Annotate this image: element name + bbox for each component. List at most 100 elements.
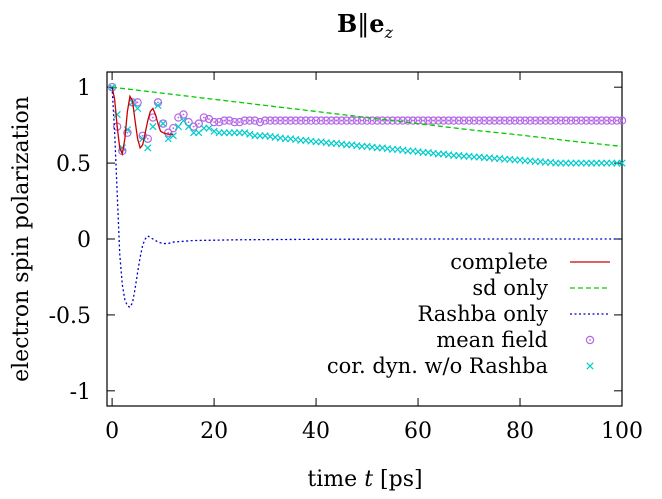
x-marker: [205, 124, 213, 132]
circle-marker-dot: [172, 127, 175, 130]
circle-marker-dot: [417, 119, 419, 122]
circle-marker-dot: [335, 119, 338, 122]
circle-marker: [536, 116, 545, 125]
circle-marker: [449, 116, 458, 125]
circle-marker: [520, 116, 530, 125]
circle-marker-dot: [514, 119, 516, 122]
circle-marker: [607, 116, 617, 125]
circle-marker-dot: [248, 119, 251, 122]
circle-marker-dot: [396, 119, 399, 122]
circle-marker: [424, 116, 433, 125]
circle-marker-dot: [151, 116, 154, 119]
circle-marker-dot: [330, 119, 333, 122]
title-sub: z: [384, 23, 394, 42]
x-marker: [241, 129, 249, 137]
x-marker: [618, 159, 626, 167]
circle-marker-dot: [524, 119, 527, 122]
circle-marker-dot: [208, 118, 210, 120]
x-marker: [246, 130, 254, 138]
title-main: B: [337, 9, 357, 38]
circle-marker-dot: [182, 113, 185, 116]
circle-marker: [179, 110, 188, 119]
x-tick-label: 0: [105, 419, 119, 444]
circle-marker: [306, 116, 316, 125]
y-tick-label: -0.5: [49, 304, 91, 329]
circle-marker: [398, 116, 407, 125]
circle-marker-dot: [213, 121, 215, 123]
circle-marker-dot: [488, 119, 491, 122]
x-marker: [113, 110, 121, 119]
circle-marker: [480, 116, 489, 125]
circle-marker: [271, 116, 280, 125]
circle-marker-dot: [289, 119, 292, 122]
circle-marker-dot: [228, 119, 231, 122]
circle-marker: [199, 113, 209, 122]
circle-marker-dot: [141, 134, 144, 137]
circle-marker-dot: [197, 122, 200, 125]
circle-marker-dot: [355, 119, 358, 122]
circle-marker-dot: [157, 101, 159, 104]
circle-marker-dot: [340, 119, 343, 122]
circle-marker-dot: [177, 116, 180, 119]
x-marker: [164, 135, 172, 143]
circle-marker: [469, 116, 479, 125]
circle-marker: [332, 116, 341, 125]
circle-marker-dot: [575, 119, 578, 122]
circle-marker-dot: [616, 119, 618, 122]
circle-marker: [291, 116, 300, 125]
x-marker: [159, 119, 167, 128]
circle-marker: [592, 116, 601, 125]
circle-marker: [194, 119, 203, 128]
x-marker: [144, 144, 152, 152]
circle-marker-dot: [371, 119, 374, 122]
circle-marker-dot: [259, 121, 261, 123]
circle-marker: [276, 116, 285, 125]
circle-marker: [265, 116, 275, 125]
title-vec: e: [369, 9, 384, 38]
circle-marker-dot: [452, 119, 455, 122]
x-tick-label: 80: [506, 419, 534, 444]
x-marker: [586, 362, 594, 370]
circle-marker-dot: [483, 119, 486, 122]
circle-marker-dot: [401, 119, 404, 122]
y-axis-label: electron spin polarization: [9, 96, 34, 382]
circle-marker-dot: [468, 119, 470, 122]
circle-marker: [286, 116, 295, 125]
circle-marker: [500, 116, 509, 125]
series-line-complete: [111, 87, 174, 157]
circle-marker-dot: [192, 125, 195, 128]
circle-marker-dot: [503, 119, 506, 122]
circle-marker: [352, 116, 362, 125]
x-tick-label: 40: [302, 419, 330, 444]
y-tick-label: 0: [77, 228, 91, 253]
circle-marker: [388, 116, 397, 125]
y-tick-label: -1: [70, 380, 91, 405]
circle-marker: [240, 116, 249, 125]
circle-marker: [464, 116, 474, 125]
circle-marker: [408, 116, 418, 125]
circle-marker-dot: [294, 119, 297, 122]
circle-marker: [577, 116, 586, 125]
circle-marker: [571, 116, 581, 125]
x-label-prefix: time: [307, 467, 364, 492]
circle-marker: [541, 116, 550, 125]
series-line-sd-only: [112, 86, 623, 148]
series-layer: [107, 82, 627, 309]
circle-marker-dot: [304, 119, 307, 122]
circle-marker-dot: [621, 119, 623, 122]
circle-marker: [526, 116, 535, 125]
x-marker: [133, 104, 142, 113]
circle-marker-dot: [361, 119, 363, 122]
circle-marker: [373, 116, 382, 125]
circle-marker: [214, 117, 224, 127]
circle-marker: [566, 116, 576, 125]
y-tick-label: 1: [77, 76, 91, 101]
circle-marker-dot: [442, 119, 445, 122]
circle-marker-dot: [136, 101, 139, 104]
circle-marker-dot: [519, 119, 521, 122]
circle-marker: [158, 119, 168, 128]
legend-label: sd only: [472, 276, 548, 300]
circle-marker-dot: [274, 119, 277, 122]
x-tick-label: 100: [601, 419, 643, 444]
